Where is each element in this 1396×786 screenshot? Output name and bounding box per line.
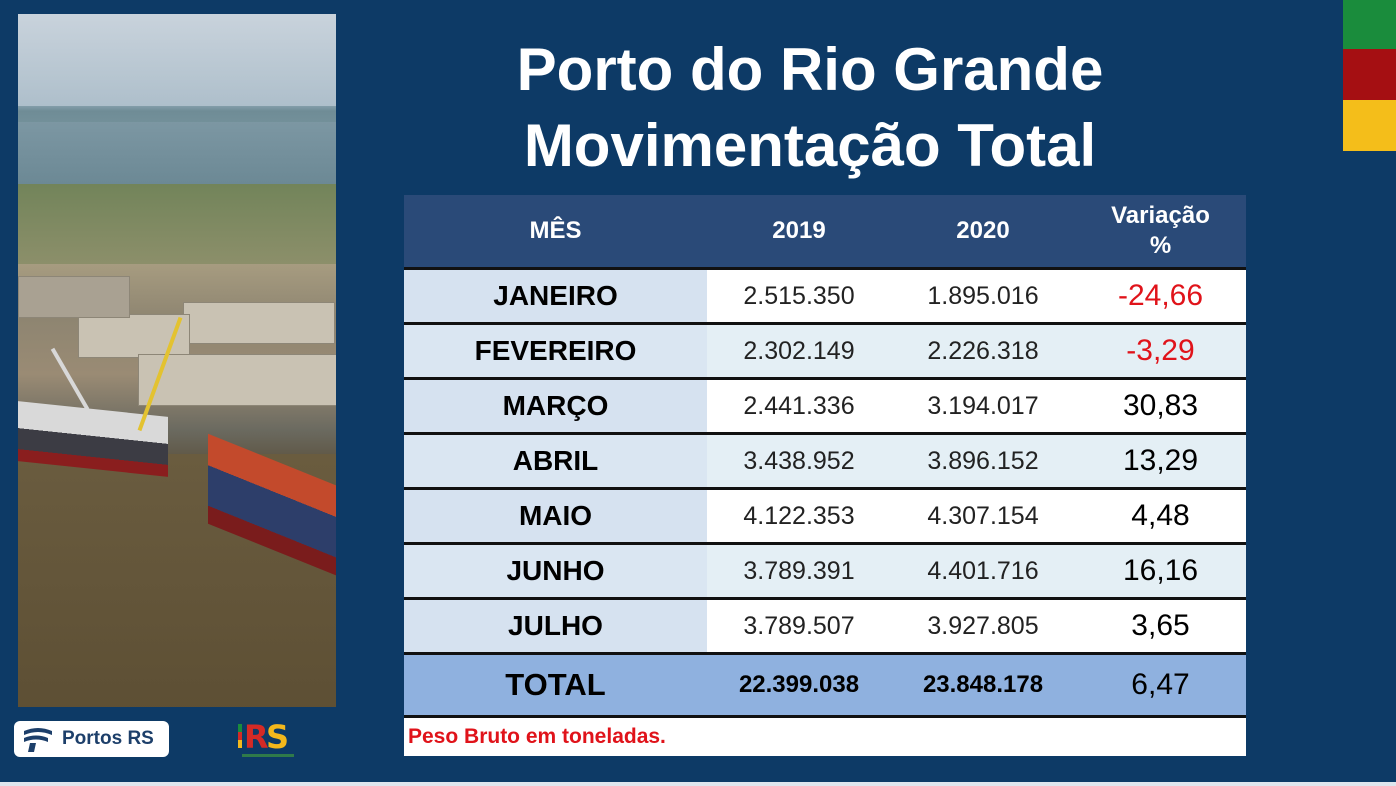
cell-2019: 2.302.149 — [707, 322, 891, 379]
rs-government-logo: R S — [238, 718, 298, 760]
header-2020: 2020 — [891, 195, 1075, 269]
cell-variacao: 4,48 — [1075, 487, 1246, 544]
movement-table: MÊS 2019 2020 Variação % JANEIRO 2.515.3… — [404, 195, 1246, 756]
cell-2020: 1.895.016 — [891, 267, 1075, 324]
table-row: MARÇO 2.441.336 3.194.017 30,83 — [404, 377, 1246, 434]
table-row: FEVEREIRO 2.302.149 2.226.318 -3,29 — [404, 322, 1246, 379]
page-title: Porto do Rio Grande Movimentação Total — [404, 32, 1216, 184]
flag-red-stripe — [1343, 49, 1396, 100]
cell-2020: 3.896.152 — [891, 432, 1075, 489]
portos-rs-label: Portos RS — [62, 728, 154, 749]
cell-mes: FEVEREIRO — [404, 322, 707, 379]
total-label: TOTAL — [404, 652, 707, 717]
table-row: JUNHO 3.789.391 4.401.716 16,16 — [404, 542, 1246, 599]
cell-2020: 2.226.318 — [891, 322, 1075, 379]
table-total-row: TOTAL 22.399.038 23.848.178 6,47 — [404, 652, 1246, 717]
cell-2019: 2.441.336 — [707, 377, 891, 434]
portos-rs-logo: Portos RS — [14, 721, 169, 757]
cell-2019: 2.515.350 — [707, 267, 891, 324]
header-2019: 2019 — [707, 195, 891, 269]
cell-variacao: 30,83 — [1075, 377, 1246, 434]
total-variacao: 6,47 — [1075, 652, 1246, 717]
header-variacao: Variação % — [1075, 195, 1246, 269]
cell-mes: ABRIL — [404, 432, 707, 489]
rs-flag-stripes — [1343, 0, 1396, 151]
cell-variacao: 16,16 — [1075, 542, 1246, 599]
title-line-2: Movimentação Total — [523, 112, 1097, 179]
cell-variacao: 13,29 — [1075, 432, 1246, 489]
portos-rs-icon — [24, 728, 52, 752]
cell-2019: 3.789.507 — [707, 597, 891, 654]
cell-mes: JUNHO — [404, 542, 707, 599]
cell-2019: 3.789.391 — [707, 542, 891, 599]
table-row: MAIO 4.122.353 4.307.154 4,48 — [404, 487, 1246, 544]
cell-mes: JANEIRO — [404, 267, 707, 324]
total-2020: 23.848.178 — [891, 652, 1075, 717]
cell-2020: 4.401.716 — [891, 542, 1075, 599]
cell-variacao: -3,29 — [1075, 322, 1246, 379]
table-row: JULHO 3.789.507 3.927.805 3,65 — [404, 597, 1246, 654]
bottom-border — [0, 782, 1396, 786]
table-row: ABRIL 3.438.952 3.896.152 13,29 — [404, 432, 1246, 489]
port-aerial-photo — [18, 14, 336, 707]
cell-mes: JULHO — [404, 597, 707, 654]
cell-mes: MAIO — [404, 487, 707, 544]
table-row: JANEIRO 2.515.350 1.895.016 -24,66 — [404, 267, 1246, 324]
cell-mes: MARÇO — [404, 377, 707, 434]
cell-2020: 4.307.154 — [891, 487, 1075, 544]
rs-logo-s: S — [266, 718, 290, 756]
table-note-row: Peso Bruto em toneladas. — [404, 715, 1246, 756]
unit-note: Peso Bruto em toneladas. — [404, 715, 1246, 756]
cell-2019: 3.438.952 — [707, 432, 891, 489]
total-2019: 22.399.038 — [707, 652, 891, 717]
cell-2019: 4.122.353 — [707, 487, 891, 544]
cell-2020: 3.927.805 — [891, 597, 1075, 654]
cell-variacao: -24,66 — [1075, 267, 1246, 324]
flag-green-stripe — [1343, 0, 1396, 49]
cell-variacao: 3,65 — [1075, 597, 1246, 654]
rs-logo-r: R — [244, 718, 269, 756]
table-header-row: MÊS 2019 2020 Variação % — [404, 195, 1246, 269]
cell-2020: 3.194.017 — [891, 377, 1075, 434]
title-line-1: Porto do Rio Grande — [516, 36, 1104, 103]
header-mes: MÊS — [404, 195, 707, 269]
flag-yellow-stripe — [1343, 100, 1396, 151]
